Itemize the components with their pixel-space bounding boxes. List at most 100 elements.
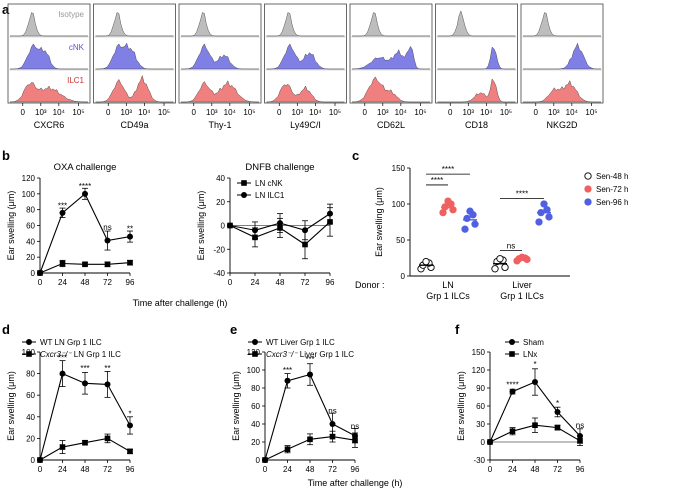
data-point bbox=[59, 260, 66, 267]
legend-marker bbox=[584, 172, 592, 180]
histogram-Isotype bbox=[266, 12, 345, 37]
legend-label: Sham bbox=[523, 338, 544, 347]
y-tick-label: 0 bbox=[31, 269, 36, 278]
legend-label: WT LN Grp 1 ILC bbox=[40, 338, 102, 347]
data-point bbox=[352, 437, 358, 443]
significance-label: **** bbox=[431, 176, 443, 185]
legend-marker bbox=[26, 339, 32, 345]
legend-italic: Cxcr3⁻/⁻ bbox=[266, 350, 300, 359]
data-point bbox=[302, 227, 308, 234]
y-tick-label: 20 bbox=[26, 253, 35, 262]
chart-b1: 0 20 40 60 80 100 120 0 24 48 72 96 Ear swelling (μm… bbox=[6, 162, 135, 287]
tick-label: 0 bbox=[192, 108, 197, 117]
data-point bbox=[127, 448, 133, 455]
y-tick-label: 150 bbox=[392, 164, 406, 173]
legend-marker bbox=[252, 339, 258, 345]
data-point bbox=[104, 381, 111, 388]
x-tick-label: 96 bbox=[576, 465, 585, 474]
data-point bbox=[37, 270, 43, 276]
legend-label: LNx bbox=[523, 350, 537, 359]
histogram-Isotype bbox=[523, 12, 601, 37]
data-point bbox=[104, 261, 111, 268]
significance-label: ns bbox=[328, 407, 336, 416]
data-point bbox=[327, 210, 333, 217]
histogram-cNK bbox=[95, 42, 174, 70]
significance-label: *** bbox=[58, 202, 67, 211]
chart-title: DNFB challenge bbox=[245, 162, 314, 173]
significance-label: ns bbox=[576, 421, 584, 430]
marker-label: NKG2D bbox=[546, 120, 578, 130]
significance-label: * bbox=[128, 410, 131, 419]
data-point bbox=[554, 409, 561, 415]
y-tick-label: 80 bbox=[26, 370, 35, 379]
y-tick-label: 90 bbox=[476, 384, 485, 393]
histogram-ILC1 bbox=[437, 78, 516, 103]
y-tick-label: 0 bbox=[401, 272, 406, 281]
data-point bbox=[461, 225, 469, 233]
significance-label: ** bbox=[104, 364, 110, 373]
tick-label: 0 bbox=[448, 108, 453, 117]
legend-marker bbox=[509, 339, 515, 345]
tick-label: 0 bbox=[106, 108, 111, 117]
data-point bbox=[104, 237, 111, 244]
xlabel-b: Time after challenge (h) bbox=[133, 298, 228, 308]
significance-label: * bbox=[556, 399, 559, 408]
y-axis-label: Ear swelling (μm) bbox=[196, 191, 206, 261]
data-point bbox=[59, 370, 66, 377]
x-tick-label: 72 bbox=[103, 465, 112, 474]
data-point bbox=[422, 257, 430, 266]
histogram-box-CD62L bbox=[349, 3, 433, 104]
y-tick-label: 30 bbox=[476, 420, 485, 429]
marker-label: Thy-1 bbox=[208, 120, 231, 130]
chart-title: OXA challenge bbox=[54, 162, 117, 173]
data-point bbox=[463, 214, 471, 223]
tick-label: 10⁵ bbox=[72, 108, 84, 117]
x-tick-label: 24 bbox=[58, 278, 67, 287]
y-tick-label: 120 bbox=[22, 174, 36, 183]
histogram-Isotype bbox=[181, 12, 259, 37]
tick-label: 10⁵ bbox=[414, 108, 426, 117]
tick-label: 0 bbox=[21, 108, 26, 117]
legend-label: Sen-72 h bbox=[596, 185, 628, 194]
significance-label: **** bbox=[516, 190, 528, 199]
legend-label: Cxcr3⁻/⁻ LN Grp 1 ILC bbox=[40, 350, 121, 359]
x-tick-label: 48 bbox=[531, 465, 540, 474]
x-tick-label: 72 bbox=[103, 278, 112, 287]
tick-label: 10⁴ bbox=[395, 108, 408, 117]
significance-label: ** bbox=[127, 225, 133, 234]
marker-label: CXCR6 bbox=[34, 120, 65, 130]
data-point bbox=[284, 446, 291, 452]
y-tick-label: 60 bbox=[26, 391, 35, 400]
x-tick-label: 72 bbox=[553, 465, 562, 474]
tick-label: 0 bbox=[363, 108, 368, 117]
histogram-box-Thy-1 bbox=[178, 3, 262, 104]
data-point bbox=[491, 265, 499, 273]
y-tick-label: 40 bbox=[216, 174, 225, 183]
x-tick-label: 24 bbox=[283, 465, 292, 474]
data-point bbox=[37, 457, 43, 463]
data-point bbox=[471, 220, 479, 228]
y-tick-label: 40 bbox=[251, 420, 260, 429]
x-tick-label: 0 bbox=[38, 465, 43, 474]
group-label: LN bbox=[442, 280, 454, 290]
histogram-cNK bbox=[266, 43, 345, 70]
y-tick-label: 20 bbox=[251, 438, 260, 447]
data-point bbox=[104, 435, 111, 442]
histogram-Isotype bbox=[437, 10, 516, 37]
x-tick-label: 24 bbox=[251, 278, 260, 287]
data-point bbox=[127, 259, 133, 266]
data-point bbox=[277, 220, 283, 227]
tick-label: 10³ bbox=[548, 108, 560, 117]
row-label-Isotype: Isotype bbox=[58, 10, 84, 19]
histogram-cNK bbox=[437, 46, 516, 70]
y-axis-label: Ear swelling (μm) bbox=[6, 191, 16, 261]
x-tick-label: 0 bbox=[38, 278, 43, 287]
tick-label: 10⁴ bbox=[138, 108, 151, 117]
donor-label: Donor : bbox=[355, 280, 385, 290]
data-point bbox=[59, 209, 66, 216]
tick-label: 10⁵ bbox=[585, 108, 597, 117]
tick-label: 10⁵ bbox=[158, 108, 170, 117]
legend-label: LN cNK bbox=[255, 179, 283, 188]
